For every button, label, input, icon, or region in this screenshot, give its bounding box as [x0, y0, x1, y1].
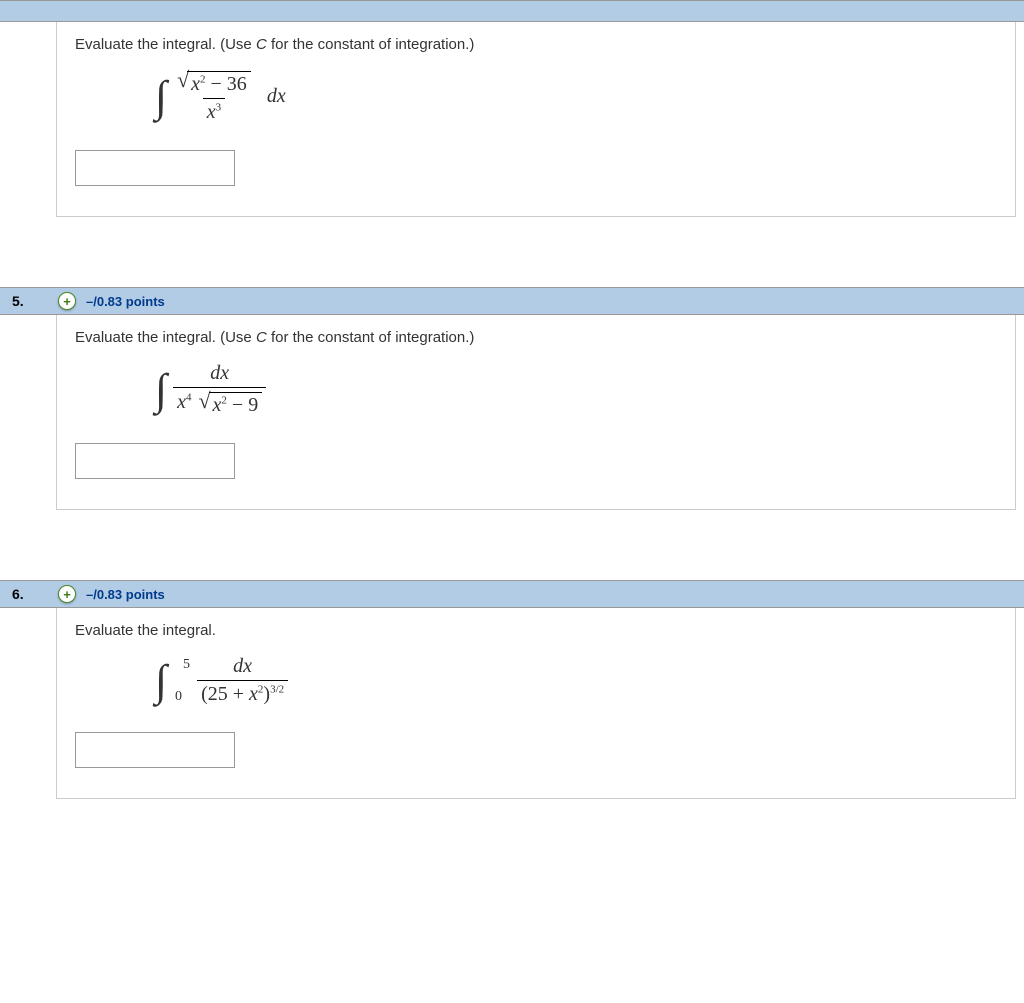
instruction-text: Evaluate the integral. (Use C for the co…: [75, 329, 997, 346]
question-header: 5. + –/0.83 points: [0, 287, 1024, 315]
answer-input[interactable]: [75, 732, 235, 768]
integral-symbol: ∫: [155, 75, 167, 119]
points-label: –/0.83 points: [86, 294, 165, 309]
question-body: Evaluate the integral. ∫ 5 0 dx (25 + x2…: [56, 608, 1016, 799]
integral-symbol: ∫: [155, 368, 167, 412]
question-block: 6. + –/0.83 points Evaluate the integral…: [0, 580, 1024, 799]
question-body: Evaluate the integral. (Use C for the co…: [56, 315, 1016, 510]
math-expression: ∫ √ x2 − 36 x3 dx: [155, 69, 997, 124]
question-number: 6.: [8, 586, 48, 602]
answer-input[interactable]: [75, 150, 235, 186]
lower-bound: 0: [175, 689, 182, 705]
math-expression: ∫ 5 0 dx (25 + x2)3/2: [155, 655, 997, 706]
instruction-text: Evaluate the integral.: [75, 622, 997, 639]
question-body: Evaluate the integral. (Use C for the co…: [56, 22, 1016, 217]
math-expression: ∫ dx x4 √ x2 − 9: [155, 362, 997, 417]
question-number: 5.: [8, 293, 48, 309]
question-header: + –/0.83 points: [0, 0, 1024, 22]
expand-icon[interactable]: +: [58, 292, 76, 310]
question-block: 5. + –/0.83 points Evaluate the integral…: [0, 287, 1024, 510]
upper-bound: 5: [183, 657, 190, 673]
question-block: + –/0.83 points Evaluate the integral. (…: [0, 0, 1024, 217]
instruction-text: Evaluate the integral. (Use C for the co…: [75, 36, 997, 53]
answer-input[interactable]: [75, 443, 235, 479]
integral-symbol: ∫ 5 0: [155, 659, 167, 703]
expand-icon[interactable]: +: [58, 585, 76, 603]
dx: dx: [267, 85, 286, 108]
points-label: –/0.83 points: [86, 587, 165, 602]
question-header: 6. + –/0.83 points: [0, 580, 1024, 608]
